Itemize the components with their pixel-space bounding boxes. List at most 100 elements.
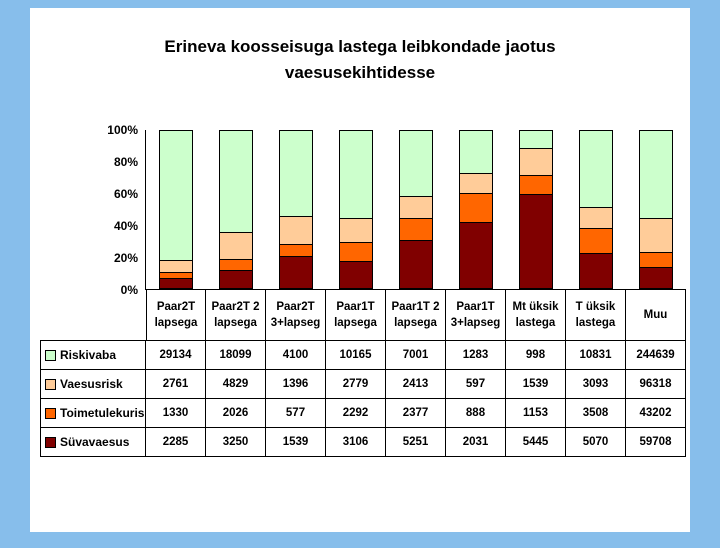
- bar-segment-riskivaba: [640, 131, 672, 218]
- chart-title-line1: Erineva koosseisuga lastega leibkondade …: [164, 37, 556, 56]
- category-label: Mt üksik lastega: [506, 290, 566, 340]
- category-label: Muu: [626, 290, 686, 340]
- table-row: Toimetulekurisk 1330 2026 577 2292 2377 888 115…: [41, 399, 686, 428]
- chart-title-line2: vaesusekihtidesse: [284, 63, 436, 82]
- value-cell: 18099: [206, 341, 266, 370]
- stacked-bar: [459, 130, 493, 289]
- bar-segment-riskivaba: [220, 131, 252, 232]
- y-tick-label: 20%: [113, 251, 138, 265]
- bar-slot-3: [266, 130, 326, 289]
- value-cell: 2413: [386, 370, 446, 399]
- stacked-bar: [399, 130, 433, 289]
- bar-segment-vaesusrisk: [580, 206, 612, 229]
- chart-row: 100% 80% 60% 40% 20% 0%: [40, 123, 686, 297]
- bar-segment-riskivaba: [280, 131, 312, 216]
- value-cell: 29134: [146, 341, 206, 370]
- legend-swatch: [45, 436, 56, 448]
- bar-segment-süvavaesus: [280, 256, 312, 288]
- series-label-cell: Toimetulekurisk: [41, 399, 146, 428]
- bar-segment-toimetulekurisk: [460, 192, 492, 222]
- value-cell: 5070: [566, 428, 626, 457]
- category-label: Paar2T lapsega: [146, 290, 206, 340]
- category-header-row: Paar2T lapsega Paar2T 2 lapsega Paar2T 3+laps…: [40, 290, 686, 340]
- value-cell: 888: [446, 399, 506, 428]
- bar-segment-süvavaesus: [400, 239, 432, 288]
- value-cell: 1153: [506, 399, 566, 428]
- bar-slot-7: [506, 130, 566, 289]
- bar-slot-8: [566, 130, 626, 289]
- bar-slot-6: [446, 130, 506, 289]
- table-row: Süvavaesus 2285 3250 1539 3106 5251 2031 5445 50…: [41, 428, 686, 457]
- page-background: { "page": { "background": "#87BEEB", "sl…: [0, 8, 720, 548]
- bar-slot-4: [326, 130, 386, 289]
- value-cell: 10831: [566, 341, 626, 370]
- value-cell: 7001: [386, 341, 446, 370]
- stacked-bar: [219, 130, 253, 289]
- value-cell: 3093: [566, 370, 626, 399]
- category-label: Paar2T 2 lapsega: [206, 290, 266, 340]
- bar-segment-riskivaba: [460, 131, 492, 174]
- value-cell: 1330: [146, 399, 206, 428]
- value-cell: 2285: [146, 428, 206, 457]
- bar-segment-vaesusrisk: [160, 259, 192, 273]
- value-cell: 10165: [326, 341, 386, 370]
- value-cell: 43202: [626, 399, 686, 428]
- bar-segment-toimetulekurisk: [280, 244, 312, 257]
- value-cell: 3106: [326, 428, 386, 457]
- value-cell: 3508: [566, 399, 626, 428]
- value-cell: 59708: [626, 428, 686, 457]
- data-table: Riskivaba 29134 18099 4100 10165 7001 1283 998 1…: [40, 340, 686, 457]
- bar-segment-toimetulekurisk: [400, 217, 432, 240]
- bar-segment-süvavaesus: [520, 194, 552, 288]
- bar-segment-vaesusrisk: [520, 148, 552, 175]
- value-cell: 2292: [326, 399, 386, 428]
- y-tick-label: 40%: [113, 219, 138, 233]
- value-cell: 4100: [266, 341, 326, 370]
- table-row: Riskivaba 29134 18099 4100 10165 7001 1283 998 1…: [41, 341, 686, 370]
- value-cell: 244639: [626, 341, 686, 370]
- stacked-bar: [579, 130, 613, 289]
- category-label: Paar2T 3+lapseg: [266, 290, 326, 340]
- bar-segment-vaesusrisk: [400, 195, 432, 218]
- bar-slot-1: [146, 130, 206, 289]
- value-cell: 5445: [506, 428, 566, 457]
- value-cell: 2761: [146, 370, 206, 399]
- bar-slot-2: [206, 130, 266, 289]
- value-cell: 597: [446, 370, 506, 399]
- table-row: Vaesusrisk 2761 4829 1396 2779 2413 597 1539 309…: [41, 370, 686, 399]
- bar-segment-vaesusrisk: [220, 231, 252, 259]
- bar-segment-vaesusrisk: [640, 217, 672, 252]
- bar-slot-9: [626, 130, 686, 289]
- bar-segment-vaesusrisk: [340, 218, 372, 242]
- bar-segment-süvavaesus: [220, 269, 252, 288]
- bar-segment-riskivaba: [580, 131, 612, 207]
- bar-segment-riskivaba: [400, 131, 432, 196]
- category-label: Paar1T 3+lapseg: [446, 290, 506, 340]
- chart-title: Erineva koosseisuga lastega leibkondade …: [30, 8, 690, 86]
- stacked-bar: [639, 130, 673, 289]
- series-label-cell: Riskivaba: [41, 341, 146, 370]
- bar-segment-süvavaesus: [640, 266, 672, 288]
- category-label: Paar1T 2 lapsega: [386, 290, 446, 340]
- legend-swatch: [45, 378, 56, 390]
- plot-area: [145, 130, 686, 290]
- stacked-bar: [519, 130, 553, 289]
- y-tick-label: 60%: [113, 187, 138, 201]
- bar-segment-toimetulekurisk: [340, 241, 372, 262]
- bar-segment-süvavaesus: [460, 221, 492, 288]
- value-cell: 1283: [446, 341, 506, 370]
- series-name: Süvavaesus: [60, 435, 130, 449]
- slide: Erineva koosseisuga lastega leibkondade …: [30, 8, 690, 532]
- bar-segment-süvavaesus: [580, 252, 612, 288]
- bar-segment-vaesusrisk: [460, 173, 492, 193]
- value-cell: 2377: [386, 399, 446, 428]
- bar-segment-toimetulekurisk: [640, 251, 672, 267]
- category-label: Paar1T lapsega: [326, 290, 386, 340]
- bar-segment-vaesusrisk: [280, 215, 312, 245]
- y-axis: 100% 80% 60% 40% 20% 0%: [40, 123, 145, 297]
- stacked-bar: [339, 130, 373, 289]
- value-cell: 998: [506, 341, 566, 370]
- series-name: Toimetulekurisk: [60, 406, 146, 420]
- bar-segment-toimetulekurisk: [160, 272, 192, 278]
- value-cell: 577: [266, 399, 326, 428]
